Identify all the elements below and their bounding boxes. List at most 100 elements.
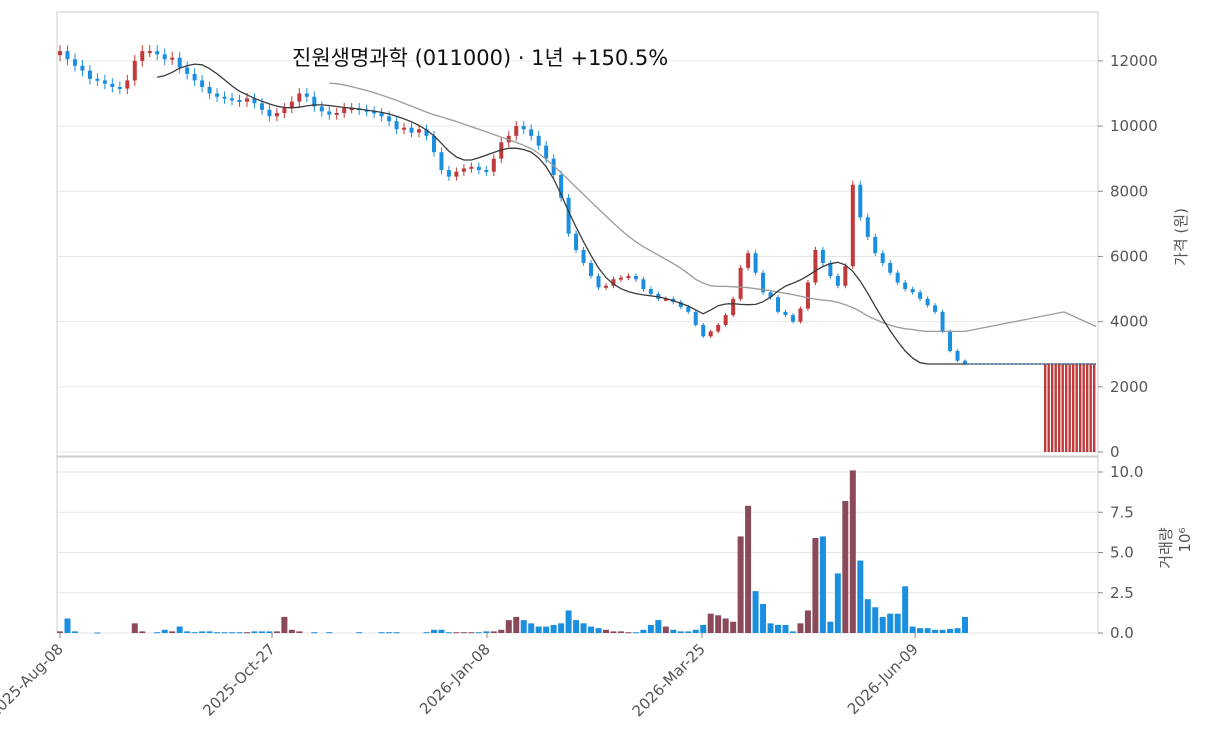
volume-bar [475, 632, 482, 634]
candle-body [551, 158, 556, 175]
volume-bar [206, 631, 213, 633]
candle-body [940, 311, 945, 332]
price-tick-label: 12000 [1110, 52, 1158, 70]
projection-bar [1065, 364, 1068, 452]
volume-bar [715, 615, 722, 633]
candle-body [319, 106, 324, 112]
candle-body [132, 60, 137, 81]
volume-bar [520, 620, 527, 633]
volume-bar [827, 621, 834, 633]
candle-body [805, 282, 810, 309]
candle-body [387, 116, 392, 122]
candlestick-series [58, 45, 967, 366]
candle-body [903, 282, 908, 290]
volume-bar [161, 629, 168, 633]
projection-bar [1054, 364, 1057, 452]
candle-body [731, 298, 736, 316]
volume-bar [962, 616, 968, 633]
volume-bar [528, 623, 535, 633]
candle-body [641, 279, 646, 290]
volume-panel: 0.0 2.5 5.0 7.5 10.0 거래량 10⁶ [56, 456, 1194, 642]
candle-body [65, 51, 70, 60]
candle-body [566, 197, 571, 234]
price-grid [57, 60, 1103, 453]
candle-body [895, 272, 900, 283]
volume-bar [580, 623, 587, 633]
candle-body [753, 253, 758, 273]
volume-bar [902, 586, 909, 633]
candle-body [790, 315, 795, 322]
candle-body [364, 109, 369, 112]
candle-body [596, 276, 601, 288]
candle-body [274, 113, 279, 117]
chart-title: 진원생명과학 (011000) · 1년 +150.5% [292, 46, 668, 70]
volume-bar [685, 631, 692, 633]
candle-body [80, 65, 85, 71]
volume-bar [662, 626, 669, 633]
candle-body [237, 100, 242, 102]
volume-bar [229, 632, 236, 634]
candle-body [611, 279, 616, 286]
candle-body [476, 166, 481, 171]
candle-body [529, 129, 534, 136]
price-tick-label: 10000 [1110, 117, 1158, 135]
candle-body [446, 170, 451, 177]
projection-bar [1061, 364, 1064, 452]
candle-body [200, 80, 205, 87]
candle-body [252, 98, 257, 104]
volume-bar [386, 632, 393, 634]
volume-bar [677, 631, 684, 633]
projection-bar [1058, 364, 1061, 452]
volume-bar [917, 628, 924, 633]
volume-bar [430, 629, 437, 633]
candle-body [663, 298, 668, 301]
projection-bar [1072, 364, 1075, 452]
volume-bar [617, 631, 624, 633]
candle-body [491, 158, 496, 172]
candle-body [215, 93, 220, 97]
volume-bar [199, 631, 206, 633]
candle-body [207, 86, 212, 94]
candle-body [312, 96, 317, 107]
candle-body [177, 57, 182, 68]
x-tick-label: 2026-Jan-08 [416, 640, 494, 718]
volume-bar [266, 631, 273, 633]
candle-body [102, 80, 107, 84]
candle-body [454, 171, 459, 177]
volume-bar [281, 616, 288, 633]
volume-bar [692, 629, 699, 633]
candle-body [192, 73, 197, 81]
volume-tick-label: 10.0 [1110, 463, 1143, 481]
price-tick-label: 6000 [1110, 247, 1148, 265]
volume-bar [707, 613, 714, 633]
volume-bar [655, 620, 662, 633]
volume-grid [57, 471, 1103, 634]
volume-bar [752, 591, 759, 633]
volume-bar [610, 631, 617, 633]
volume-bar [565, 610, 572, 633]
volume-bar [131, 623, 138, 633]
candle-body [873, 236, 878, 254]
candle-body [746, 253, 751, 268]
candle-body [117, 86, 122, 89]
candle-body [409, 127, 414, 133]
candle-body [125, 80, 130, 89]
volume-bar [722, 618, 729, 633]
x-tick-label: 2025-Oct-27 [199, 640, 279, 720]
candle-body [297, 93, 302, 102]
price-panel-frame [56, 11, 1099, 457]
volume-bar [670, 629, 677, 633]
candle-body [813, 249, 818, 283]
x-tick-label: 2025-Aug-08 [0, 640, 67, 721]
x-tick-label: 2026-Jun-09 [844, 640, 922, 718]
candle-body [963, 360, 967, 364]
volume-bar [804, 610, 811, 633]
candle-body [701, 324, 706, 337]
volume-bar [745, 505, 752, 633]
projection-bar [1093, 364, 1096, 452]
projection-bar [1089, 364, 1092, 452]
candle-body [282, 108, 287, 114]
candle-body [439, 152, 444, 171]
candle-body [72, 59, 77, 66]
candle-body [865, 217, 870, 237]
